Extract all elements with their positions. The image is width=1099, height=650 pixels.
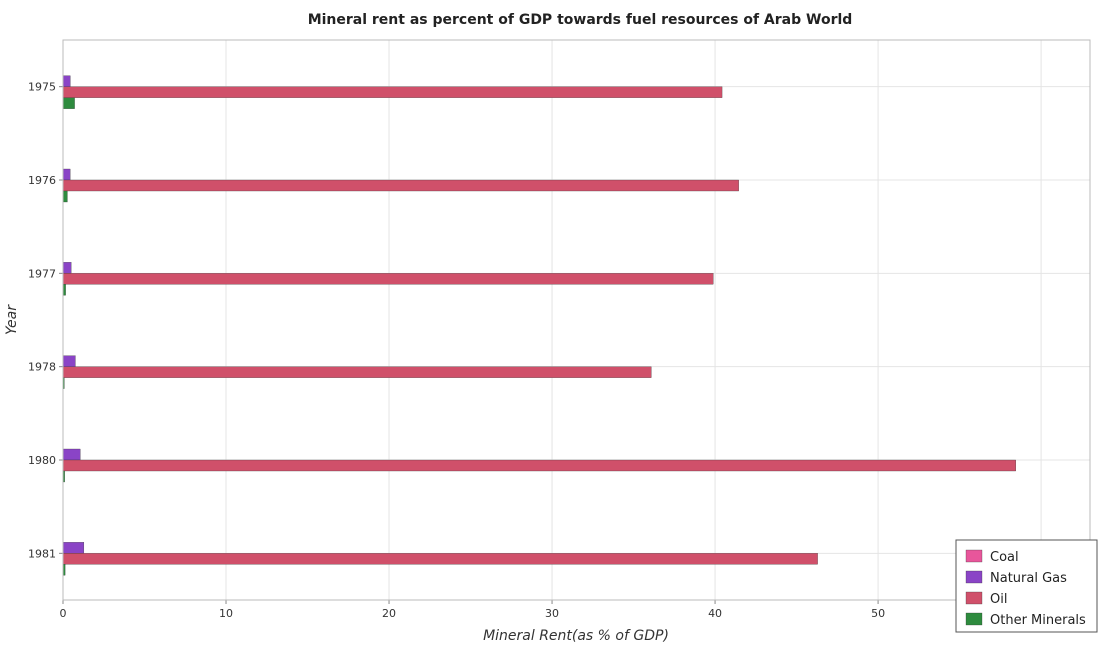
bars [62, 64, 1016, 576]
y-axis-label: Year [4, 304, 20, 335]
x-tick-label: 40 [708, 607, 722, 620]
y-tick-label: 1975 [28, 81, 56, 94]
y-tick-label: 1976 [28, 174, 56, 187]
legend-label: Oil [990, 592, 1007, 607]
bar-natural-gas [62, 262, 72, 274]
bar-natural-gas [62, 542, 85, 554]
x-tick-label: 30 [545, 607, 559, 620]
bar-oil [62, 179, 739, 192]
legend-swatch [965, 591, 983, 605]
legend: Coal Natural Gas Oil Other Minerals [955, 539, 1098, 633]
bar-oil [62, 459, 1016, 472]
bar-natural-gas [62, 448, 81, 461]
x-tick-label: 0 [60, 607, 67, 620]
axes: 0102030405060197519761977197819801981 [28, 81, 1048, 620]
legend-label: Coal [990, 550, 1019, 565]
legend-swatch [965, 612, 983, 626]
legend-label: Natural Gas [990, 571, 1067, 586]
y-tick-label: 1981 [28, 547, 56, 560]
bar-other-minerals [62, 97, 75, 109]
y-tick-label: 1977 [28, 267, 56, 280]
y-tick-label: 1980 [28, 454, 56, 467]
bar-other-minerals [62, 190, 68, 203]
bar-natural-gas [62, 75, 71, 87]
bar-oil [62, 553, 818, 565]
x-axis-label: Mineral Rent(as % of GDP) [483, 628, 669, 644]
bar-oil [62, 273, 714, 285]
bar-natural-gas [62, 355, 76, 367]
y-tick-label: 1978 [28, 361, 56, 374]
bar-oil [62, 86, 723, 98]
chart-title: Mineral rent as percent of GDP towards f… [308, 12, 853, 28]
x-tick-label: 20 [382, 607, 396, 620]
bar-oil [62, 366, 652, 378]
grid [62, 40, 1090, 600]
x-tick-label: 10 [219, 607, 233, 620]
x-tick-label: 50 [871, 607, 885, 620]
bar-natural-gas [62, 168, 71, 181]
legend-swatch [965, 570, 983, 584]
plot-frame [62, 39, 1091, 601]
legend-swatch [965, 549, 983, 563]
legend-label: Other Minerals [990, 613, 1086, 628]
